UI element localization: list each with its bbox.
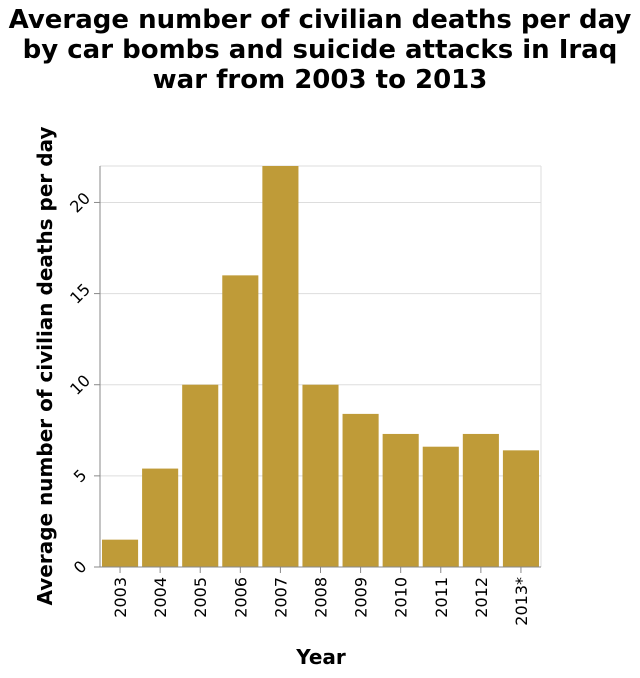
bar-2010	[382, 433, 419, 567]
x-tick-label-2003: 2003	[111, 577, 130, 618]
bar-2003	[102, 539, 139, 567]
x-tick-label-2009: 2009	[352, 577, 371, 618]
bar-2005	[182, 384, 219, 567]
x-tick-label-2010: 2010	[392, 577, 411, 618]
bar-2012	[462, 433, 499, 567]
x-tick-label-2013: 2013*	[512, 577, 531, 626]
y-tick-label-10: 10	[66, 371, 94, 399]
x-tick-label-2008: 2008	[312, 577, 331, 618]
x-axis-title: Year	[295, 645, 346, 669]
bar-2013	[502, 450, 539, 567]
chart-title-line-2: by car bombs and suicide attacks in Iraq	[23, 35, 618, 65]
y-tick-label-15: 15	[66, 280, 94, 308]
chart-title-line-3: war from 2003 to 2013	[153, 65, 488, 95]
x-tick-label-2012: 2012	[472, 577, 491, 618]
chart-title: Average number of civilian deaths per da…	[9, 5, 632, 95]
y-tick-label-20: 20	[66, 189, 94, 217]
x-tick-label-2004: 2004	[151, 577, 170, 618]
bar-2004	[142, 468, 179, 567]
x-tick-label-2005: 2005	[191, 577, 210, 618]
x-tick-label-2006: 2006	[231, 577, 250, 618]
bar-2006	[222, 275, 259, 567]
x-tick-labels: 2003 2004 2005 2006 2007 2008 2009 2010 2011 2012…	[111, 567, 531, 626]
x-tick-label-2007: 2007	[271, 577, 290, 618]
y-tick-label-0: 0	[70, 557, 91, 578]
bar-2008	[302, 384, 339, 567]
bar-2007	[262, 166, 299, 567]
bar-2009	[342, 413, 379, 567]
x-tick-label-2011: 2011	[432, 577, 451, 618]
bar-2011	[422, 446, 459, 567]
y-tick-labels: 0 5 10 15 20	[66, 189, 100, 578]
bars	[102, 166, 539, 567]
y-tick-label-5: 5	[70, 466, 91, 487]
y-axis-title: Average number of civilian deaths per da…	[33, 127, 57, 606]
chart-title-line-1: Average number of civilian deaths per da…	[9, 5, 632, 35]
